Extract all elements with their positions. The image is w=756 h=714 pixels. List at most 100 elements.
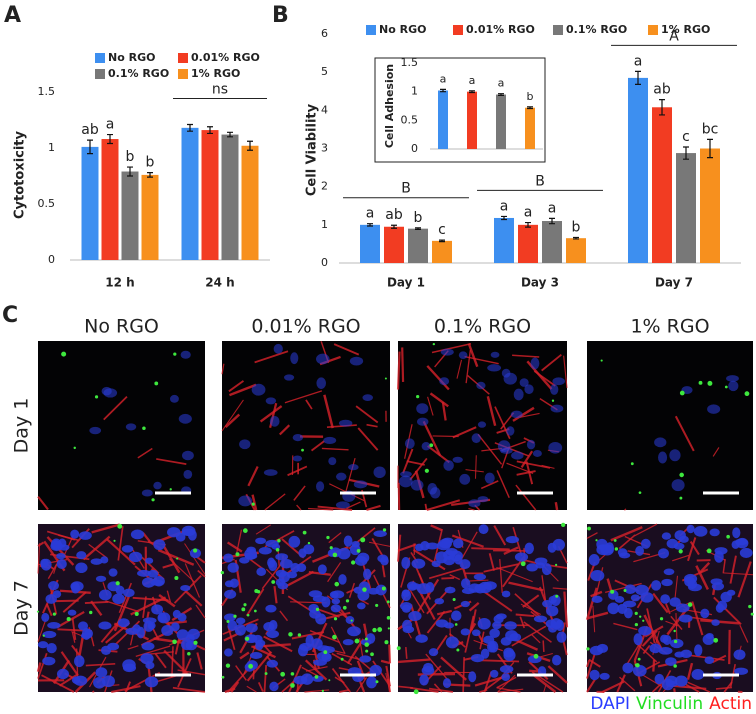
micrograph (587, 341, 753, 511)
actin-fiber (674, 575, 679, 600)
actin-fiber (62, 591, 87, 613)
bar (494, 217, 514, 263)
actin-fiber (304, 689, 330, 693)
nucleus (468, 499, 481, 508)
nucleus (444, 586, 456, 594)
nucleus (239, 439, 251, 450)
error-bar (127, 166, 133, 177)
actin-fiber (429, 392, 449, 408)
actin-fiber (496, 676, 517, 689)
actin-fiber (37, 541, 45, 547)
actin-fiber (235, 665, 247, 681)
actin-fiber (135, 645, 171, 657)
actin-fiber (37, 543, 41, 574)
nucleus (132, 624, 141, 633)
vinculin-spot (384, 377, 387, 380)
nucleus (589, 645, 604, 656)
actin-fiber (700, 619, 740, 625)
actin-fiber (71, 618, 77, 641)
nucleus (234, 624, 246, 636)
micrograph (36, 523, 206, 694)
nucleus (182, 450, 194, 461)
vinculin-spot (351, 560, 356, 565)
actin-fiber (426, 365, 450, 391)
nucleus (187, 628, 200, 640)
actin-fiber (397, 534, 402, 562)
actin-fiber (624, 508, 627, 511)
actin-fiber (105, 600, 140, 613)
actin-fiber (496, 566, 533, 583)
actin-fiber (85, 663, 116, 667)
vinculin-spot (235, 552, 240, 557)
nucleus (108, 568, 118, 577)
nucleus (180, 350, 191, 359)
nucleus (671, 479, 685, 492)
group-label: B (401, 181, 411, 197)
bar (181, 127, 199, 260)
nucleus (256, 567, 267, 576)
nucleus (460, 600, 470, 608)
actin-fiber (467, 342, 479, 368)
nucleus (710, 578, 723, 585)
nucleus (501, 590, 511, 598)
nucleus (674, 675, 688, 687)
nucleus (292, 433, 304, 442)
nucleus (452, 456, 463, 463)
vinculin-spot (382, 528, 387, 532)
actin-fiber (229, 383, 257, 397)
group-label: B (535, 173, 545, 189)
bar (101, 139, 119, 260)
significance-letter: b (572, 219, 581, 235)
nucleus (71, 676, 81, 684)
nucleus (635, 545, 644, 556)
error-bar (659, 99, 665, 116)
vinculin-spot (290, 683, 295, 688)
nucleus (720, 591, 732, 603)
panel-label: A (4, 3, 21, 28)
y-tick-label: 3 (321, 142, 328, 155)
nucleus (477, 421, 487, 428)
bar (408, 228, 428, 263)
nucleus (400, 471, 412, 478)
nucleus (359, 655, 372, 663)
nucleus (369, 664, 382, 676)
vinculin-spot (307, 541, 311, 545)
actin-fiber (486, 395, 497, 427)
nucleus (547, 542, 557, 553)
nucleus (401, 557, 411, 569)
nucleus (414, 543, 424, 552)
bar (652, 107, 672, 263)
nucleus (407, 581, 418, 591)
actin-fiber (441, 576, 455, 580)
actin-fiber (366, 504, 381, 512)
actin-fiber (92, 690, 95, 693)
nucleus (180, 585, 191, 592)
significance-letter: b (414, 210, 423, 226)
nucleus (239, 557, 250, 564)
nucleus (410, 479, 424, 491)
stain-name: Vinculin (636, 694, 703, 714)
actin-fiber (142, 596, 147, 618)
actin-fiber (641, 629, 658, 647)
actin-fiber (103, 396, 128, 421)
nucleus (532, 449, 542, 457)
vinculin-spot (595, 539, 598, 542)
vinculin-spot (587, 526, 591, 531)
actin-fiber (273, 585, 278, 604)
vinculin-spot (637, 657, 641, 661)
nucleus (468, 671, 477, 683)
nucleus (266, 659, 278, 668)
nucleus (453, 538, 464, 549)
nucleus (316, 353, 330, 365)
actin-fiber (257, 682, 264, 692)
actin-fiber (636, 643, 658, 663)
vinculin-spot (630, 462, 634, 466)
vinculin-spot (314, 675, 319, 679)
actin-fiber (541, 464, 555, 469)
error-bar (247, 140, 253, 151)
y-tick-label: 0 (321, 256, 328, 269)
panel-label: C (2, 303, 18, 328)
nucleus (618, 552, 631, 559)
actin-fiber (712, 654, 727, 664)
actin-fiber (471, 547, 510, 551)
